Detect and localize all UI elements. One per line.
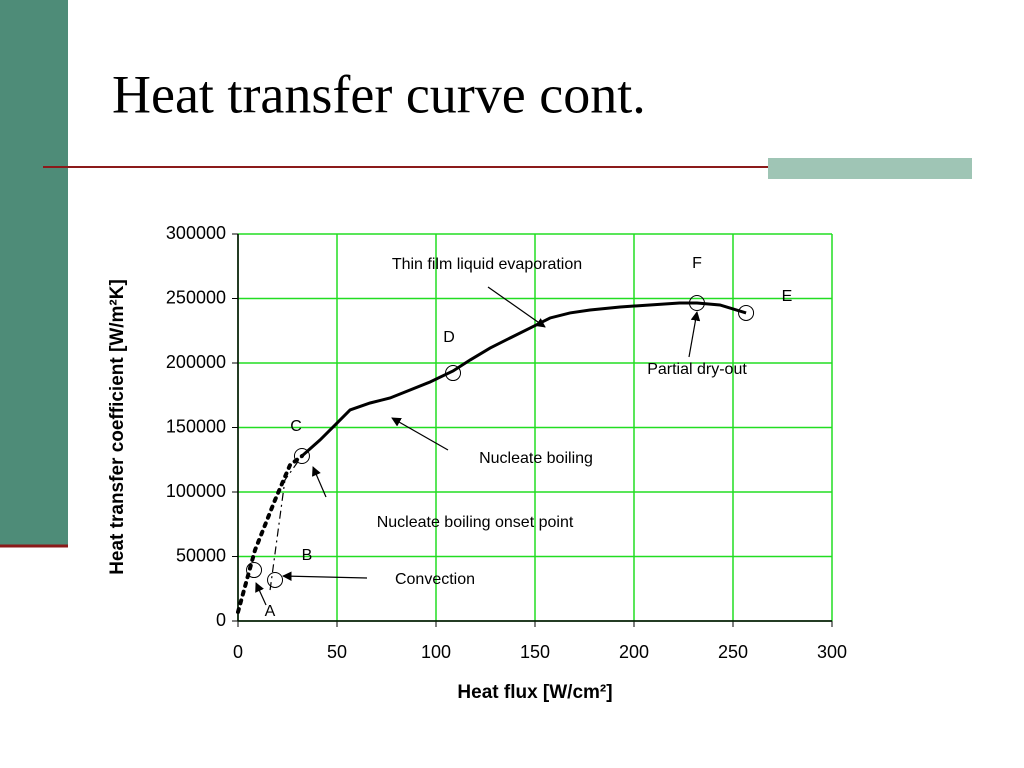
marker bbox=[267, 571, 284, 588]
arrow bbox=[487, 286, 546, 328]
y-tick-label: 50000 bbox=[176, 545, 226, 565]
y-tick-label: 100000 bbox=[166, 481, 226, 501]
marker bbox=[445, 365, 462, 382]
arrow bbox=[255, 582, 267, 606]
curve bbox=[269, 455, 303, 591]
x-tick-label: 300 bbox=[817, 642, 847, 662]
y-tick-label: 250000 bbox=[166, 287, 226, 307]
x-tick-label: 200 bbox=[619, 642, 649, 662]
annotation: F bbox=[692, 255, 702, 272]
marker bbox=[688, 295, 705, 312]
annotation: A bbox=[265, 603, 276, 620]
curve bbox=[300, 301, 747, 458]
x-tick-label: 100 bbox=[421, 642, 451, 662]
title-accent bbox=[768, 158, 972, 179]
arrow bbox=[312, 466, 327, 498]
annotation: Convection bbox=[395, 571, 475, 588]
annotation: C bbox=[290, 418, 302, 435]
annotation: Nucleate boiling bbox=[479, 450, 593, 467]
annotation: Nucleate boiling onset point bbox=[377, 514, 574, 531]
y-axis-label: Heat transfer coefficient [W/m²K] bbox=[107, 279, 128, 575]
arrow bbox=[391, 417, 449, 451]
marker bbox=[293, 448, 310, 465]
marker bbox=[738, 304, 755, 321]
y-tick-label: 0 bbox=[216, 610, 226, 630]
curve bbox=[236, 454, 304, 614]
marker bbox=[246, 562, 263, 579]
annotation: E bbox=[782, 288, 793, 305]
x-tick-label: 50 bbox=[327, 642, 347, 662]
side-bar bbox=[0, 0, 68, 545]
annotation: D bbox=[443, 329, 455, 346]
arrow bbox=[282, 571, 368, 582]
x-tick-label: 250 bbox=[718, 642, 748, 662]
annotation: Partial dry-out bbox=[647, 361, 747, 378]
y-tick-label: 150000 bbox=[166, 416, 226, 436]
annotation: Thin film liquid evaporation bbox=[392, 256, 582, 273]
x-tick-label: 0 bbox=[233, 642, 243, 662]
y-tick-label: 200000 bbox=[166, 352, 226, 372]
annotation: B bbox=[302, 547, 313, 564]
x-axis-label: Heat flux [W/cm²] bbox=[457, 682, 612, 703]
x-tick-label: 150 bbox=[520, 642, 550, 662]
arrow bbox=[688, 311, 701, 358]
chart-title: Heat transfer curve cont. bbox=[112, 64, 646, 124]
y-tick-label: 300000 bbox=[166, 223, 226, 243]
